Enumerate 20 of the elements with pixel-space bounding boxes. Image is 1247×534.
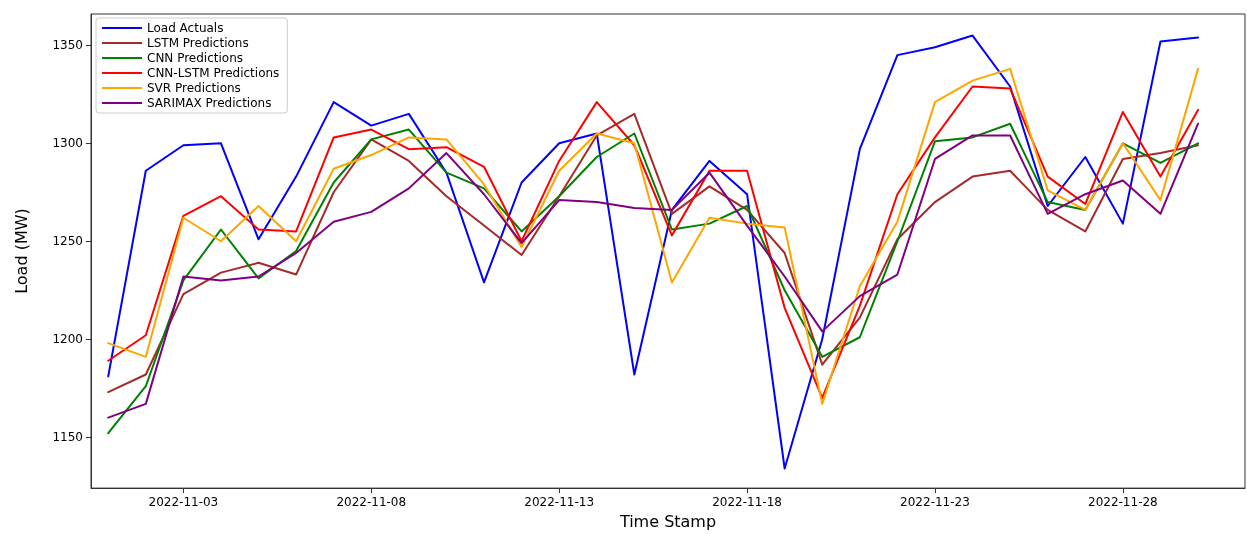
y-tick-label: 1300 [52,136,83,151]
legend-label: CNN-LSTM Predictions [147,66,280,80]
y-axis-title: Load (MW) [11,208,31,294]
legend-label: LSTM Predictions [147,36,249,50]
x-tick-label: 2022-11-13 [524,495,595,510]
y-tick-label: 1350 [52,38,83,53]
x-tick-label: 2022-11-18 [712,495,782,510]
legend-label: SVR Predictions [147,81,241,95]
legend-label: CNN Predictions [147,51,244,65]
legend-label: Load Actuals [147,21,224,35]
y-tick-label: 1150 [52,430,83,445]
y-tick-label: 1250 [52,234,83,249]
x-tick-label: 2022-11-23 [900,495,970,510]
x-tick-label: 2022-11-08 [336,495,407,510]
line-series [107,34,1200,470]
x-tick-label: 2022-11-28 [1087,495,1158,510]
legend-label: SARIMAX Predictions [147,96,272,110]
x-tick-label: 2022-11-03 [148,495,219,510]
y-tick-label: 1200 [52,332,83,347]
x-axis-title: Time Stamp [618,511,717,531]
